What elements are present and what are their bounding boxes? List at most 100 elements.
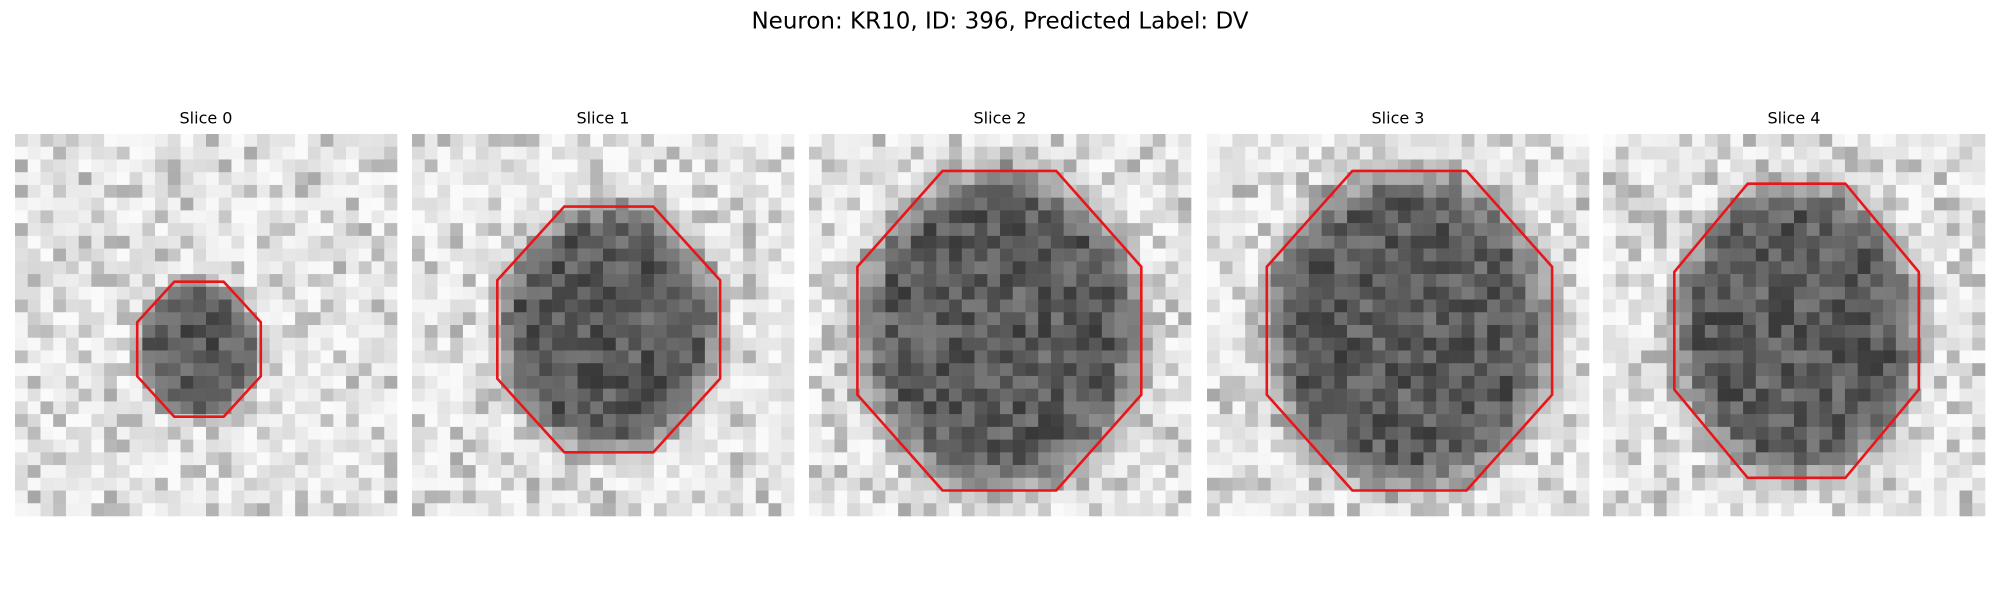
pixel	[1410, 337, 1424, 351]
pixel	[475, 452, 489, 466]
pixel	[513, 375, 527, 389]
pixel	[1410, 350, 1424, 364]
pixel	[1870, 159, 1884, 173]
pixel	[371, 261, 385, 275]
pixel	[1347, 350, 1361, 364]
pixel	[730, 172, 744, 186]
pixel	[27, 235, 41, 249]
pixel	[949, 477, 963, 491]
pixel	[949, 235, 963, 249]
pixel	[346, 172, 360, 186]
pixel	[1114, 299, 1128, 313]
pixel	[1959, 261, 1973, 275]
pixel	[1499, 401, 1513, 415]
pixel	[1921, 426, 1935, 440]
pixel	[577, 375, 591, 389]
pixel	[603, 363, 617, 377]
pixel	[615, 426, 629, 440]
pixel	[1934, 159, 1948, 173]
pixel	[1870, 172, 1884, 186]
pixel	[1461, 134, 1475, 148]
pixel	[1296, 210, 1310, 224]
pixel	[859, 146, 873, 160]
pixel	[809, 274, 823, 288]
pixel	[923, 286, 937, 300]
pixel	[1165, 325, 1179, 339]
pixel	[910, 503, 924, 517]
pixel	[885, 197, 899, 211]
pixel	[1127, 363, 1141, 377]
pixel	[1666, 426, 1680, 440]
pixel	[821, 286, 835, 300]
pixel	[1934, 477, 1948, 491]
pixel	[193, 261, 207, 275]
pixel	[1347, 210, 1361, 224]
pixel	[1972, 146, 1986, 160]
pixel	[847, 134, 861, 148]
pixel	[269, 465, 283, 479]
pixel	[346, 146, 360, 160]
pixel	[1692, 375, 1706, 389]
pixel	[1076, 350, 1090, 364]
pixel	[1257, 363, 1271, 377]
panel-title: Slice 1	[577, 109, 630, 128]
pixel	[1038, 490, 1052, 504]
pixel	[462, 325, 476, 339]
pixel	[923, 465, 937, 479]
pixel	[244, 414, 258, 428]
pixel	[1025, 325, 1039, 339]
pixel	[282, 299, 296, 313]
pixel	[1743, 184, 1757, 198]
pixel	[1474, 388, 1488, 402]
pixel	[730, 146, 744, 160]
pixel	[40, 426, 54, 440]
pixel	[1296, 172, 1310, 186]
pixel	[1436, 490, 1450, 504]
pixel	[1934, 414, 1948, 428]
pixel	[116, 452, 130, 466]
pixel	[65, 350, 79, 364]
pixel	[424, 235, 438, 249]
pixel	[923, 325, 937, 339]
pixel	[1025, 439, 1039, 453]
pixel	[1165, 503, 1179, 517]
pixel	[1165, 184, 1179, 198]
pixel	[333, 426, 347, 440]
pixel	[450, 388, 464, 402]
pixel	[1207, 325, 1221, 339]
pixel	[1512, 477, 1526, 491]
pixel	[450, 477, 464, 491]
pixel	[1857, 134, 1871, 148]
pixel	[1972, 350, 1986, 364]
pixel	[1232, 503, 1246, 517]
pixel	[809, 159, 823, 173]
pixel	[1628, 184, 1642, 198]
pixel	[1448, 490, 1462, 504]
pixel	[40, 248, 54, 262]
pixel	[346, 490, 360, 504]
pixel	[1372, 325, 1386, 339]
pixel	[320, 375, 334, 389]
pixel	[1576, 248, 1590, 262]
pixel	[1679, 235, 1693, 249]
pixel	[1972, 477, 1986, 491]
pixel	[1550, 184, 1564, 198]
pixel	[1436, 414, 1450, 428]
pixel	[1114, 388, 1128, 402]
pixel	[346, 184, 360, 198]
pixel	[295, 299, 309, 313]
pixel	[1499, 261, 1513, 275]
pixel	[333, 401, 347, 415]
pixel	[1114, 286, 1128, 300]
pixel	[885, 159, 899, 173]
pixel	[809, 337, 823, 351]
pixel	[358, 388, 372, 402]
pixel	[91, 172, 105, 186]
pixel	[1883, 414, 1897, 428]
pixel	[1857, 286, 1871, 300]
pixel	[539, 375, 553, 389]
pixel	[1372, 452, 1386, 466]
pixel	[552, 261, 566, 275]
pixel	[1410, 503, 1424, 517]
pixel	[1972, 452, 1986, 466]
